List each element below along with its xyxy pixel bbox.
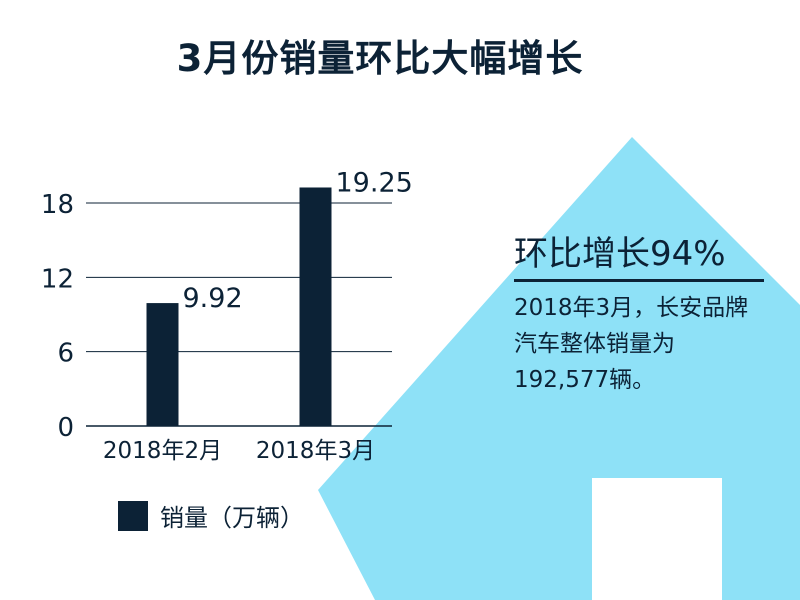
y-tick-label: 18 — [41, 190, 74, 220]
x-tick-label: 2018年2月 — [103, 438, 222, 464]
y-tick-label: 12 — [41, 264, 74, 294]
callout-headline: 环比增长94% — [514, 226, 764, 282]
arrow-shape — [318, 137, 800, 600]
bar — [299, 187, 332, 426]
bar — [146, 303, 179, 426]
legend-swatch — [118, 500, 148, 531]
data-label: 19.25 — [336, 167, 413, 198]
y-tick-label: 0 — [57, 413, 74, 443]
page-title: 3月份销量环比大幅增长 — [176, 37, 584, 80]
y-tick-label: 6 — [57, 339, 74, 369]
callout-body: 2018年3月，长安品牌汽车整体销量为192,577辆。 — [514, 295, 749, 393]
legend-label: 销量（万辆） — [160, 504, 304, 532]
chart-legend: 销量（万辆） — [118, 498, 304, 533]
growth-callout: 环比增长94% 2018年3月，长安品牌汽车整体销量为192,577辆。 — [514, 226, 764, 398]
x-tick-label: 2018年3月 — [256, 438, 375, 464]
data-label: 9.92 — [183, 283, 243, 314]
